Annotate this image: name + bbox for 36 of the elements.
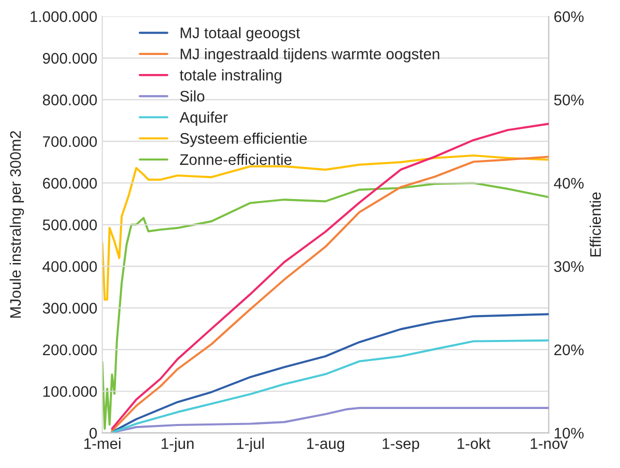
x-tick-label: 1-sep: [382, 438, 420, 452]
legend-label: MJ ingestraald tijdens warmte oogsten: [180, 48, 440, 62]
y2-axis-title: Efficientie: [590, 192, 601, 256]
y-tick-label: 1.000.000: [30, 11, 97, 22]
legend-label: Silo: [180, 90, 204, 102]
y2-tick-label: 30%: [554, 261, 584, 272]
x-tick-label: 1-jun: [162, 438, 194, 452]
y2-tick-label: 60%: [554, 11, 584, 22]
y-tick-label: 800.000: [42, 94, 97, 106]
y-tick-label: 500.000: [42, 220, 97, 230]
y2-tick-label: 10%: [554, 428, 584, 439]
y-tick-label: 0: [90, 428, 97, 439]
x-tick-label: 1-aug: [307, 438, 344, 452]
legend-label: MJ totaal geoogst: [180, 27, 300, 42]
legend-label: Systeem efficientie: [180, 132, 307, 147]
y-tick-label: 100.000: [43, 386, 97, 397]
legend-label: Zonne-efficientie: [180, 154, 292, 165]
y-tick-label: 900.000: [42, 52, 97, 64]
y-tick-label: 300.000: [42, 302, 97, 314]
y2-tick-label: 40%: [554, 178, 584, 189]
x-tick-label: 1-mei: [84, 438, 120, 449]
y-axis-title: MJoule instralng per 300m2: [10, 131, 24, 318]
y-tick-label: 600.000: [42, 178, 97, 189]
line-series: [110, 339, 549, 433]
x-tick-label: 1-jul: [237, 438, 264, 452]
line-series: [102, 154, 549, 301]
x-tick-label: 1-okt: [458, 438, 490, 449]
y-tick-label: 700.000: [43, 136, 97, 148]
y-tick-label: 400.000: [42, 261, 97, 272]
y-tick-label: 200.000: [42, 344, 97, 356]
legend-label: Aquifer: [180, 112, 228, 126]
y2-tick-label: 50%: [554, 94, 584, 106]
legend-label: totale instraling: [180, 69, 282, 84]
line-series: [110, 406, 549, 433]
y2-tick-label: 20%: [554, 344, 584, 356]
x-tick-label: 1-nov: [530, 438, 568, 449]
